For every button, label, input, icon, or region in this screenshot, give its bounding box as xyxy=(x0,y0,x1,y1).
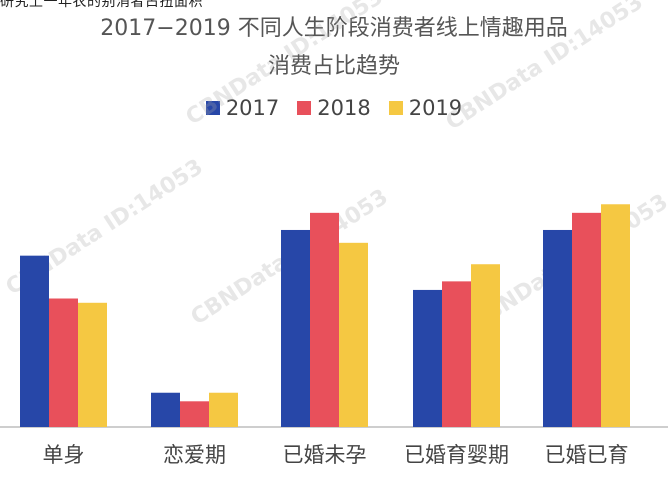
legend-item-2019: 2019 xyxy=(388,96,463,120)
legend-label-2019: 2019 xyxy=(408,96,463,120)
legend-swatch-2017 xyxy=(205,101,220,115)
bar-2018-2 xyxy=(180,401,209,427)
legend-swatch-2019 xyxy=(388,101,403,115)
bar-2019-5 xyxy=(601,204,630,427)
bar-2017-3 xyxy=(281,229,310,427)
legend-label-2017: 2017 xyxy=(225,96,280,120)
cropped-caption-text: 研究上一年农的别消者占扭面积 xyxy=(0,0,203,10)
chart-title-line-1: 2017−2019 不同人生阶段消费者线上情趣用品 xyxy=(100,16,568,41)
bar-2018-3 xyxy=(310,212,339,427)
legend-swatch-2018 xyxy=(297,101,312,115)
legend-label-2018: 2018 xyxy=(317,96,371,120)
bar-2017-2 xyxy=(151,392,180,427)
bar-2019-3 xyxy=(339,242,368,427)
bar-2018-5 xyxy=(572,212,601,427)
x-tick-label: 单身 xyxy=(43,443,85,467)
x-tick-label: 已婚育婴期 xyxy=(404,443,509,467)
legend-item-2018: 2018 xyxy=(297,96,371,120)
bar-2017-1 xyxy=(20,255,49,427)
x-tick-label: 已婚已育 xyxy=(545,443,629,467)
bar-2019-1 xyxy=(78,302,107,427)
bar-2019-4 xyxy=(471,264,500,427)
x-tick-label: 恋爱期 xyxy=(163,443,226,467)
bar-2018-4 xyxy=(442,281,471,427)
bar-2017-5 xyxy=(543,229,572,427)
legend: 2017 2018 2019 xyxy=(0,96,668,120)
x-tick-label: 已婚未孕 xyxy=(283,443,367,467)
chart-title-line-2: 消费占比趋势 xyxy=(267,54,400,79)
bar-2018-1 xyxy=(49,298,78,427)
bar-2019-2 xyxy=(209,392,238,427)
legend-item-2017: 2017 xyxy=(205,96,280,120)
bar-2017-4 xyxy=(413,289,442,427)
